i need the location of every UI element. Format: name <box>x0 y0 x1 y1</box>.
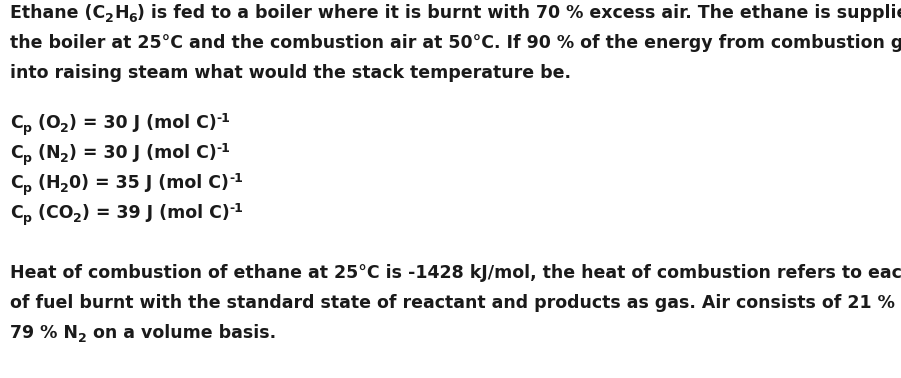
Text: -1: -1 <box>217 112 231 125</box>
Text: 0) = 35 J (mol C): 0) = 35 J (mol C) <box>69 174 229 192</box>
Text: C: C <box>10 144 23 162</box>
Text: ) = 39 J (mol C): ) = 39 J (mol C) <box>82 204 230 222</box>
Text: -1: -1 <box>229 172 242 185</box>
Text: -1: -1 <box>230 202 243 215</box>
Text: 2: 2 <box>60 152 69 165</box>
Text: (H: (H <box>32 174 60 192</box>
Text: into raising steam what would the stack temperature be.: into raising steam what would the stack … <box>10 64 571 82</box>
Text: 6: 6 <box>129 12 137 25</box>
Text: H: H <box>114 4 129 22</box>
Text: C: C <box>10 114 23 132</box>
Text: (N: (N <box>32 144 60 162</box>
Text: on a volume basis.: on a volume basis. <box>86 324 276 342</box>
Text: (O: (O <box>32 114 60 132</box>
Text: C: C <box>10 204 23 222</box>
Text: Ethane (C: Ethane (C <box>10 4 105 22</box>
Text: (CO: (CO <box>32 204 73 222</box>
Text: p: p <box>23 182 32 195</box>
Text: 2: 2 <box>78 332 86 345</box>
Text: p: p <box>23 152 32 165</box>
Text: 2: 2 <box>60 182 69 195</box>
Text: ) = 30 J (mol C): ) = 30 J (mol C) <box>69 114 217 132</box>
Text: ) = 30 J (mol C): ) = 30 J (mol C) <box>69 144 217 162</box>
Text: p: p <box>23 122 32 135</box>
Text: ) is fed to a boiler where it is burnt with 70 % excess air. The ethane is suppl: ) is fed to a boiler where it is burnt w… <box>137 4 901 22</box>
Text: 79 % N: 79 % N <box>10 324 78 342</box>
Text: of fuel burnt with the standard state of reactant and products as gas. Air consi: of fuel burnt with the standard state of… <box>10 294 901 312</box>
Text: -1: -1 <box>217 142 231 155</box>
Text: 2: 2 <box>60 122 69 135</box>
Text: Heat of combustion of ethane at 25°C is -1428 kJ/mol, the heat of combustion ref: Heat of combustion of ethane at 25°C is … <box>10 264 901 282</box>
Text: C: C <box>10 174 23 192</box>
Text: 2: 2 <box>73 212 82 225</box>
Text: 2: 2 <box>105 12 114 25</box>
Text: the boiler at 25°C and the combustion air at 50°C. If 90 % of the energy from co: the boiler at 25°C and the combustion ai… <box>10 34 901 52</box>
Text: p: p <box>23 212 32 225</box>
